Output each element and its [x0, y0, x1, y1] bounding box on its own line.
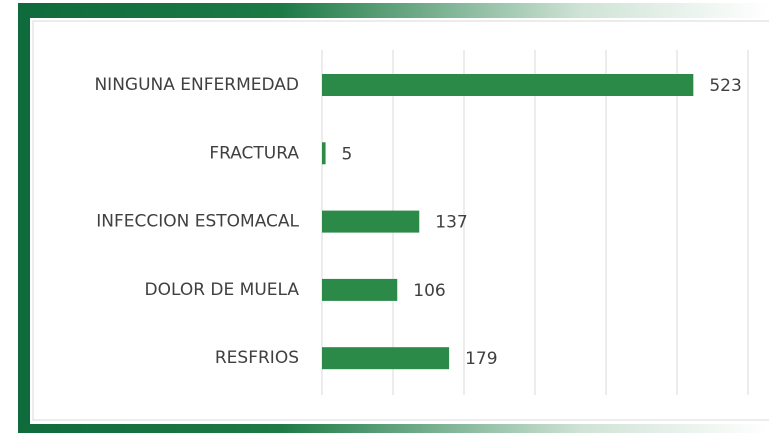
value-label: 137 — [435, 213, 467, 233]
value-label: 523 — [709, 76, 741, 96]
category-label: NINGUNA ENFERMEDAD — [94, 75, 299, 95]
category-label: INFECCION ESTOMACAL — [96, 212, 299, 232]
bar — [322, 210, 420, 233]
value-label: 179 — [465, 349, 497, 369]
category-label: FRACTURA — [209, 143, 299, 163]
bar — [322, 74, 694, 96]
bar — [322, 278, 398, 301]
bar — [322, 347, 450, 370]
bar — [322, 142, 326, 165]
bottom-band — [18, 424, 769, 433]
left-band — [18, 3, 30, 433]
top-band — [18, 3, 769, 18]
category-label: RESFRIOS — [215, 348, 299, 368]
value-label: 5 — [342, 144, 353, 164]
category-label: DOLOR DE MUELA — [144, 280, 299, 300]
value-label: 106 — [413, 281, 445, 301]
